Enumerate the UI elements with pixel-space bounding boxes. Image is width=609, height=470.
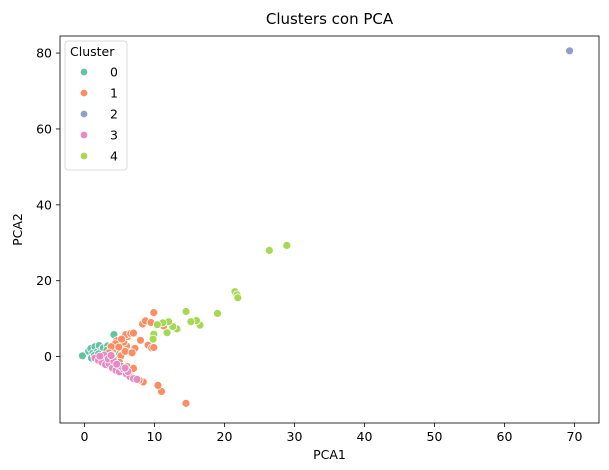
legend-label-3: 3 bbox=[110, 128, 118, 143]
x-tick-label: 50 bbox=[427, 429, 443, 444]
legend-label-2: 2 bbox=[110, 107, 118, 122]
point-cluster-1 bbox=[149, 308, 159, 318]
x-axis-label: PCA1 bbox=[313, 447, 346, 462]
point-cluster-1 bbox=[136, 335, 145, 345]
legend-marker-3 bbox=[79, 130, 89, 140]
point-cluster-1 bbox=[153, 380, 163, 390]
legend-marker-2 bbox=[79, 109, 89, 119]
plot-frame bbox=[59, 35, 600, 424]
point-cluster-4 bbox=[233, 293, 243, 303]
chart-title: Clusters con PCA bbox=[266, 10, 394, 28]
point-cluster-3 bbox=[95, 351, 105, 361]
point-cluster-1 bbox=[129, 328, 138, 338]
x-tick-label: 30 bbox=[287, 429, 303, 444]
point-cluster-4 bbox=[162, 328, 172, 338]
point-cluster-4 bbox=[181, 307, 191, 316]
point-cluster-4 bbox=[152, 320, 162, 330]
point-cluster-1 bbox=[149, 343, 159, 352]
x-tick-label: 70 bbox=[567, 429, 583, 444]
point-cluster-4 bbox=[282, 240, 292, 250]
point-cluster-4 bbox=[148, 334, 158, 344]
legend-marker-1 bbox=[79, 88, 89, 98]
point-cluster-4 bbox=[264, 245, 274, 255]
point-cluster-1 bbox=[127, 348, 137, 358]
legend-marker-0 bbox=[79, 67, 89, 77]
x-tick-label: 10 bbox=[147, 429, 163, 444]
y-tick-label: 40 bbox=[36, 197, 52, 212]
y-tick-label: 20 bbox=[36, 273, 52, 288]
point-cluster-2 bbox=[565, 46, 574, 56]
point-cluster-1 bbox=[117, 334, 126, 344]
point-cluster-3 bbox=[106, 351, 116, 360]
point-cluster-1 bbox=[181, 398, 191, 408]
point-cluster-3 bbox=[132, 374, 142, 384]
legend-label-4: 4 bbox=[110, 149, 118, 164]
point-cluster-3 bbox=[120, 363, 130, 373]
x-tick-label: 0 bbox=[81, 429, 89, 444]
x-tick-label: 40 bbox=[357, 429, 373, 444]
y-tick-label: 60 bbox=[36, 121, 52, 136]
y-axis-label: PCA2 bbox=[10, 213, 25, 246]
point-cluster-4 bbox=[186, 317, 196, 327]
legend-label-0: 0 bbox=[110, 65, 118, 80]
point-cluster-3 bbox=[112, 359, 122, 369]
x-tick-label: 60 bbox=[497, 429, 513, 444]
x-tick-label: 20 bbox=[217, 429, 233, 444]
point-cluster-4 bbox=[213, 308, 222, 318]
legend-marker-4 bbox=[79, 151, 89, 161]
points-layer bbox=[78, 46, 574, 408]
legend-label-1: 1 bbox=[110, 86, 118, 101]
point-cluster-1 bbox=[114, 342, 124, 352]
y-tick-label: 80 bbox=[36, 46, 52, 61]
y-tick-label: 0 bbox=[44, 349, 52, 364]
legend: Cluster 0 1 2 3 4 bbox=[64, 40, 128, 171]
legend-title: Cluster bbox=[70, 44, 115, 59]
point-cluster-0 bbox=[78, 351, 87, 361]
